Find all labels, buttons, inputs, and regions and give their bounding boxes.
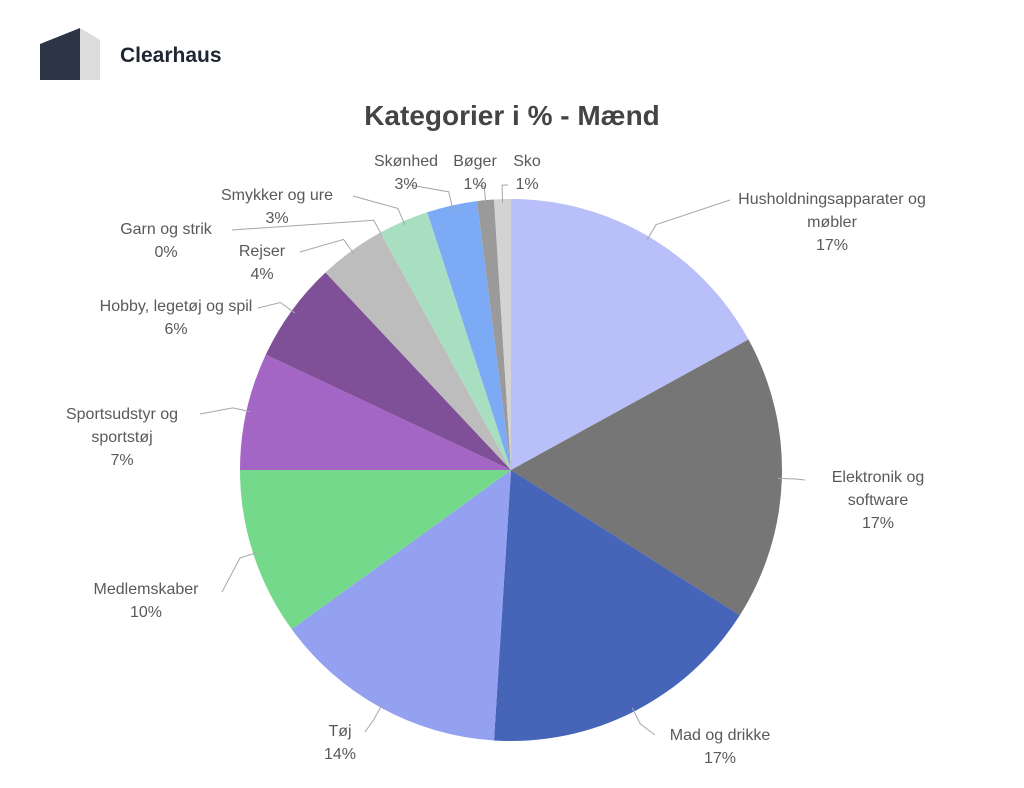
- brand: Clearhaus: [120, 44, 222, 67]
- pie-slice: [240, 354, 511, 470]
- leader-line: [409, 184, 454, 210]
- leader-line: [631, 707, 656, 736]
- leader-line: [231, 219, 383, 237]
- slice-value: 1%: [515, 176, 539, 193]
- slice-label: Hobby, legetøj og spil: [99, 298, 253, 315]
- leader-line: [221, 552, 258, 593]
- slice-label: Elektronik og software: [831, 469, 925, 509]
- pie-slice: [325, 232, 511, 470]
- pie-slice: [493, 199, 511, 470]
- slice-value: 14%: [323, 746, 357, 763]
- pie-slice: [511, 339, 783, 616]
- slice-label: Smykker og ure: [220, 187, 334, 204]
- slice-value: 7%: [110, 452, 134, 469]
- slice-value: 6%: [164, 321, 188, 338]
- leader-line: [364, 703, 383, 733]
- slice-value: 17%: [861, 515, 895, 532]
- pie-slice: [427, 201, 511, 471]
- leader-line: [352, 195, 406, 226]
- pie-slice: [493, 470, 740, 741]
- slice-value: 10%: [129, 604, 163, 621]
- slice-label: Garn og strik: [120, 221, 212, 238]
- pie-slice: [380, 212, 511, 471]
- logo-side: [80, 28, 100, 80]
- leader-line: [777, 477, 806, 481]
- leader-line: [646, 199, 731, 241]
- slice-label: Sportsudstyr og sportstøj: [65, 406, 179, 446]
- leader-line: [501, 184, 509, 204]
- slice-value: 1%: [463, 176, 487, 193]
- slice-value: 3%: [394, 176, 418, 193]
- slice-value: 17%: [815, 237, 849, 254]
- slice-label: Tøj: [328, 723, 352, 740]
- slice-label: Sko: [513, 153, 541, 170]
- slice-label: Bøger: [453, 153, 497, 170]
- leader-line: [199, 407, 251, 415]
- pie-slice: [291, 470, 511, 741]
- slice-label: Mad og drikke: [669, 727, 771, 744]
- pie-slice: [511, 199, 749, 470]
- logo: [40, 28, 80, 80]
- slice-label: Rejser: [238, 243, 286, 260]
- pie-slice: [477, 199, 511, 470]
- slice-label: Medlemskaber: [93, 581, 199, 598]
- leader-line: [475, 184, 487, 205]
- pie-slice: [240, 470, 511, 630]
- leader-line: [257, 301, 296, 314]
- slice-label: Skønhed: [373, 153, 439, 170]
- chart-title: Kategorier i % - Mænd: [364, 100, 660, 131]
- slice-label: Husholdningsapparater og møbler: [738, 191, 926, 231]
- slice-value: 0%: [154, 244, 178, 261]
- slice-value: 3%: [265, 210, 289, 227]
- slice-value: 17%: [703, 750, 737, 767]
- leader-line: [299, 238, 355, 255]
- slice-value: 4%: [250, 266, 274, 283]
- pie-slice: [265, 272, 511, 470]
